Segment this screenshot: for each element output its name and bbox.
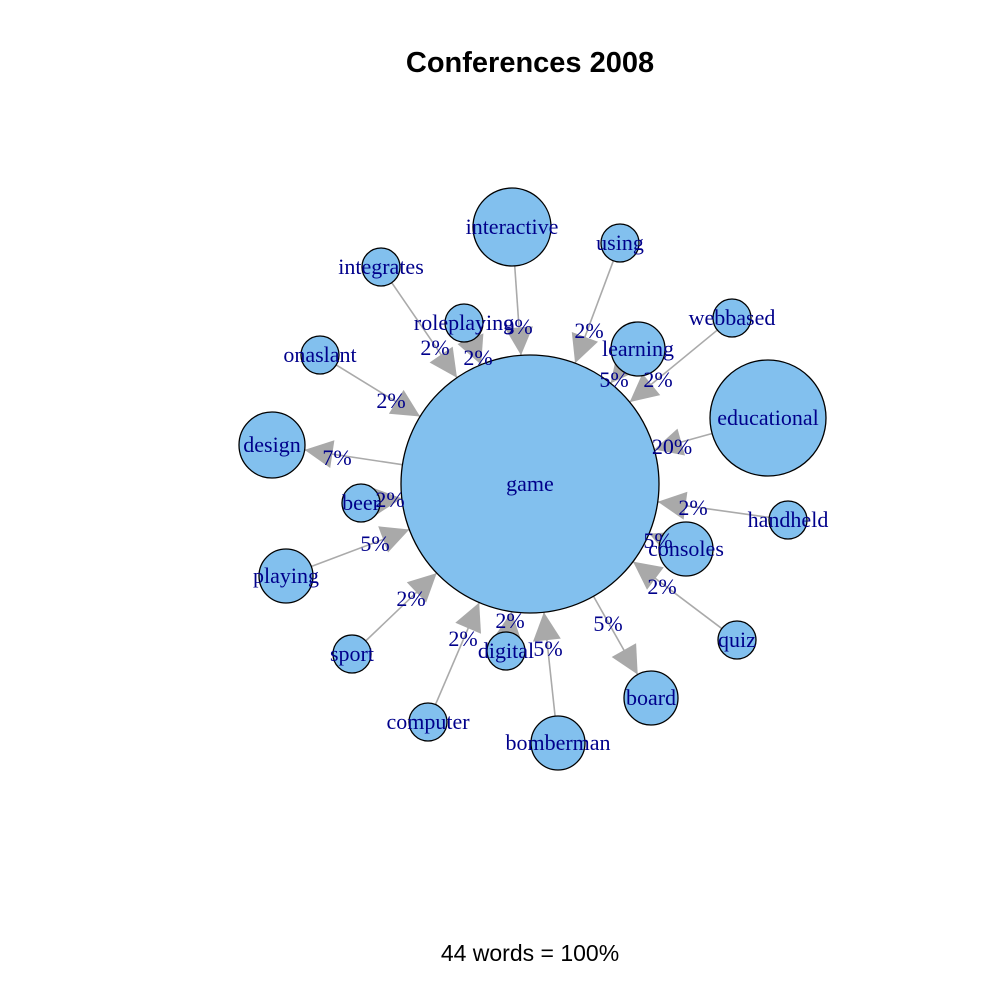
- edge-label-bomberman: 5%: [533, 636, 562, 661]
- arrowhead-onaslant: [388, 389, 421, 417]
- edge-label-quiz: 2%: [647, 574, 676, 599]
- chart-title: Conferences 2008: [406, 47, 654, 79]
- edge-label-beer: 2%: [375, 487, 404, 512]
- edge-label-roleplaying: 2%: [463, 345, 492, 370]
- node-label-learning: learning: [602, 336, 674, 361]
- arrowhead-design: [304, 440, 335, 468]
- node-label-board: board: [626, 685, 676, 710]
- arrowhead-sport: [406, 573, 437, 603]
- nodes: [238, 187, 827, 771]
- edge-label-consoles: 5%: [643, 528, 672, 553]
- node-bomberman: [530, 715, 586, 771]
- arrowhead-roleplaying: [457, 333, 484, 365]
- edge-label-educational: 20%: [652, 434, 692, 459]
- edge-label-sport: 2%: [396, 586, 425, 611]
- arrowhead-webbased: [629, 373, 661, 403]
- edge-label-playing: 5%: [360, 531, 389, 556]
- arrowhead-bomberman: [533, 612, 561, 642]
- arrowhead-playing: [378, 526, 410, 553]
- edge-label-onaslant: 2%: [376, 388, 405, 413]
- node-webbased: [712, 298, 752, 338]
- edge-labels: 20%2%5%2%5%5%2%2%2%5%2%7%2%2% 2%9% 2%5% 2%: [322, 314, 707, 661]
- edge-label-integrates: 2%: [420, 335, 449, 360]
- arrowhead-interactive: [505, 326, 533, 356]
- arrowhead-using: [571, 332, 598, 364]
- arrowhead-handheld: [657, 491, 688, 520]
- node-educational: [709, 359, 827, 477]
- node-label-bomberman: bomberman: [505, 730, 610, 755]
- node-label-roleplaying: roleplaying: [414, 310, 514, 335]
- node-labels: game educational handheld consoles quiz board…: [243, 214, 828, 755]
- node-consoles: [658, 521, 714, 577]
- node-label-interactive: interactive: [466, 214, 559, 239]
- node-playing: [258, 548, 314, 604]
- node-board: [623, 670, 679, 726]
- node-label-consoles: consoles: [648, 536, 724, 561]
- node-label-quiz: quiz: [718, 627, 756, 652]
- arrowhead-quiz: [633, 561, 664, 590]
- edge-label-design: 7%: [322, 445, 351, 470]
- node-label-digital: digital: [478, 638, 534, 663]
- node-handheld: [768, 500, 808, 540]
- node-label-using: using: [596, 230, 644, 255]
- word-count-footer: 44 words = 100%: [441, 940, 619, 966]
- node-computer: [408, 702, 448, 742]
- node-quiz: [717, 620, 757, 660]
- node-integrates: [361, 247, 401, 287]
- node-using: [600, 223, 640, 263]
- node-roleplaying: [444, 303, 484, 343]
- node-learning: [610, 321, 666, 377]
- arrowhead-educational: [654, 428, 685, 456]
- arrowhead-board: [611, 643, 638, 675]
- edge-label-using: 2%: [574, 318, 603, 343]
- node-label-integrates: integrates: [338, 254, 424, 279]
- node-game: [400, 354, 660, 614]
- node-label-design: design: [243, 432, 300, 457]
- node-design: [238, 411, 306, 479]
- node-label-sport: sport: [330, 641, 374, 666]
- edge-label-digital: 2%: [495, 608, 524, 633]
- node-digital: [486, 631, 526, 671]
- edge-label-learning: 5%: [599, 367, 628, 392]
- node-label-handheld: handheld: [748, 507, 829, 532]
- edge-label-board: 5%: [593, 611, 622, 636]
- node-label-webbased: webbased: [689, 305, 776, 330]
- edge-label-computer: 2%: [448, 626, 477, 651]
- arrowhead-computer: [455, 602, 481, 634]
- arrowhead-integrates: [429, 346, 457, 378]
- node-interactive: [472, 187, 552, 267]
- node-label-educational: educational: [717, 405, 818, 430]
- node-label-onaslant: onaslant: [283, 342, 356, 367]
- edge-label-handheld: 2%: [678, 495, 707, 520]
- edge-label-interactive: 9%: [503, 314, 532, 339]
- node-onaslant: [300, 335, 340, 375]
- node-label-playing: playing: [253, 563, 319, 588]
- node-beer: [341, 483, 381, 523]
- node-sport: [332, 634, 372, 674]
- node-label-beer: beer: [342, 490, 381, 515]
- edge-label-webbased: 2%: [643, 367, 672, 392]
- node-label-game: game: [506, 471, 554, 496]
- node-label-computer: computer: [386, 709, 470, 734]
